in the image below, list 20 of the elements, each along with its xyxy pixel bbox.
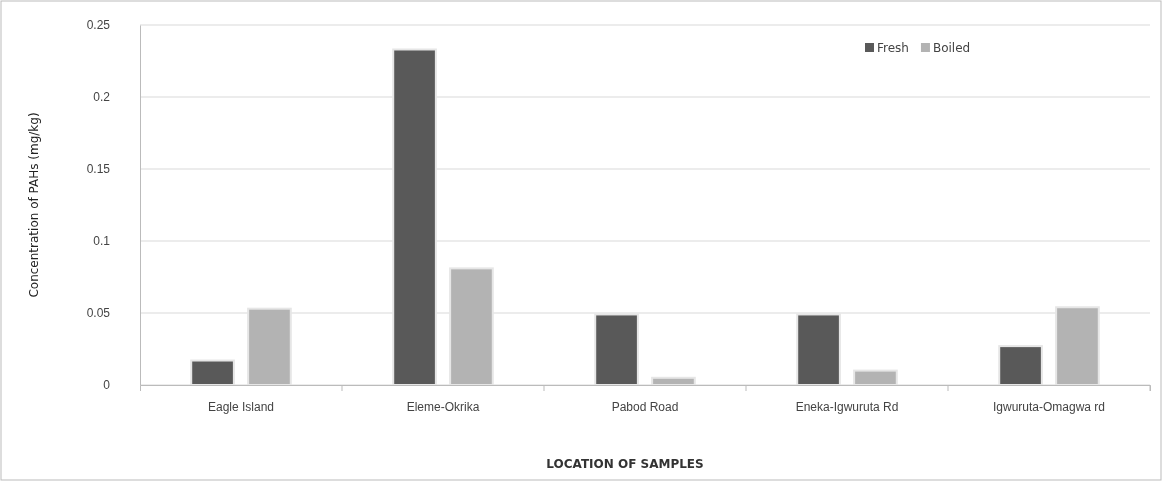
legend-label: Fresh [877,41,909,55]
y-tick-label: 0 [103,378,111,393]
x-tick-label: Eneka-Igwuruta Rd [795,399,899,414]
bar [796,313,841,386]
x-tick-label: Eleme-Okrika [406,399,480,414]
y-tick-label: 0.2 [93,90,111,105]
x-tick-label: Eagle Island [207,399,275,414]
bar [998,345,1043,386]
x-axis-title: LOCATION OF SAMPLES [546,457,704,471]
y-axis-title: Concentration of PAHs (mg/kg) [27,112,41,298]
y-tick-label: 0.25 [86,18,111,33]
x-tick-label: Igwuruta-Omagwa rd [992,399,1106,414]
x-tick-label: Pabod Road [611,399,679,414]
y-tick-label: 0.1 [93,234,111,249]
bar [594,313,639,386]
y-tick-label: 0.05 [86,306,111,321]
legend-label: Boiled [932,41,971,55]
bar [190,359,235,386]
y-tick-label: 0.15 [86,162,111,177]
bar [392,48,437,386]
